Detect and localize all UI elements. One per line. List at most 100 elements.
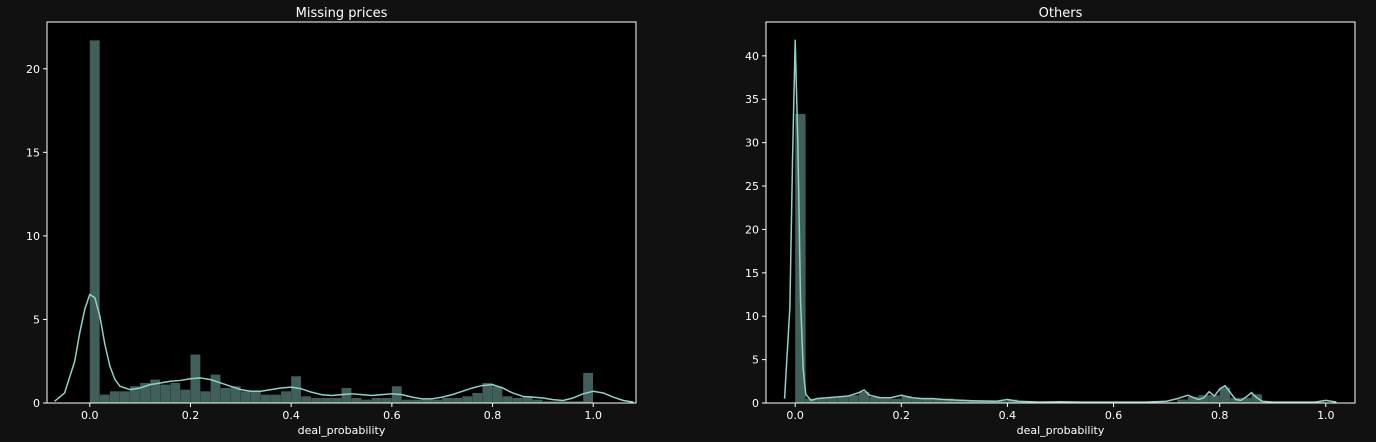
histogram-bar xyxy=(341,387,352,403)
histogram-bar xyxy=(301,396,312,403)
histogram-bar xyxy=(331,397,342,403)
histogram-bar xyxy=(200,391,211,403)
x-tick-label: 1.0 xyxy=(584,409,602,422)
chart-title: Missing prices xyxy=(296,6,388,21)
histogram-bar xyxy=(512,397,523,403)
axis-ticks: 0.0 0.2 0.4 0.6 0.8 1.0 0 5 10 15 20 xyxy=(26,63,602,422)
histogram-bar xyxy=(532,399,543,403)
y-tick-label: 10 xyxy=(26,230,40,243)
x-tick-label: 1.0 xyxy=(1317,409,1335,422)
histogram-bar xyxy=(170,382,181,403)
y-tick-label: 0 xyxy=(752,397,759,410)
histogram-bar xyxy=(827,397,838,403)
y-tick-label: 15 xyxy=(745,267,759,280)
histogram-bar xyxy=(442,397,453,403)
histogram-bar xyxy=(220,387,231,403)
histogram-bar xyxy=(1240,397,1252,403)
x-tick-label: 0.6 xyxy=(383,409,401,422)
y-tick-label: 20 xyxy=(745,223,759,236)
x-tick-label: 0.4 xyxy=(282,409,300,422)
chart-marks xyxy=(783,39,1337,403)
histogram-bar xyxy=(432,399,442,403)
histogram-bar xyxy=(401,399,412,403)
histogram-bar xyxy=(281,391,291,403)
histogram-bar xyxy=(922,397,933,403)
x-tick-label: 0.6 xyxy=(1105,409,1123,422)
kde-curve xyxy=(783,39,1337,403)
axes-frame xyxy=(46,21,637,404)
x-tick-label: 0.8 xyxy=(1211,409,1229,422)
histogram-bar xyxy=(89,40,100,403)
plot-area xyxy=(766,22,1355,403)
histogram-bar xyxy=(492,386,503,403)
histogram-bar xyxy=(911,398,923,403)
histogram-bar xyxy=(472,392,483,403)
histogram-bar xyxy=(99,394,110,403)
histogram-bar xyxy=(452,397,463,403)
y-tick-label: 5 xyxy=(752,354,759,367)
histogram-bar xyxy=(964,400,976,403)
chart-title: Others xyxy=(1039,6,1083,21)
histogram-bar xyxy=(837,396,849,403)
histogram-bar xyxy=(943,398,955,403)
histogram-bar xyxy=(816,398,827,403)
x-tick-label: 0.2 xyxy=(182,409,200,422)
histogram-bar xyxy=(482,382,493,403)
kde-curve xyxy=(54,293,634,403)
histogram-bar xyxy=(371,397,382,403)
histogram-bar xyxy=(880,398,891,403)
x-axis-label: deal_probability xyxy=(1017,424,1105,437)
histogram-bar xyxy=(130,386,140,403)
histogram-bar xyxy=(522,396,533,403)
plot-area xyxy=(47,22,636,403)
y-tick-label: 25 xyxy=(745,180,759,193)
histogram-bar xyxy=(381,397,392,403)
histogram-bar xyxy=(869,396,880,403)
histogram-bar xyxy=(583,372,594,403)
histogram-bar xyxy=(1187,396,1199,403)
y-tick-label: 15 xyxy=(26,146,40,159)
y-tick-label: 0 xyxy=(33,397,40,410)
histogram-bar xyxy=(552,401,563,403)
x-tick-label: 0.2 xyxy=(893,409,911,422)
x-tick-label: 0.8 xyxy=(484,409,502,422)
y-tick-label: 40 xyxy=(745,50,759,63)
histogram-bar xyxy=(901,396,912,403)
histogram-bar xyxy=(291,376,302,403)
histogram-bar xyxy=(890,398,902,403)
y-tick-label: 10 xyxy=(745,310,759,323)
histogram-bar xyxy=(180,389,191,403)
histogram-bar xyxy=(411,399,422,403)
axis-ticks: 0.0 0.2 0.4 0.6 0.8 1.0 0 5 10 15 20 25 30 35 40 xyxy=(745,50,1335,422)
histogram-bar xyxy=(119,391,130,403)
histogram-bar xyxy=(150,379,161,403)
histogram-bar xyxy=(240,391,251,403)
x-tick-label: 0.0 xyxy=(786,409,804,422)
x-tick-label: 0.0 xyxy=(81,409,99,422)
histogram-bar xyxy=(858,391,870,403)
histogram-bar xyxy=(351,397,362,403)
y-tick-label: 35 xyxy=(745,93,759,106)
histogram-bar xyxy=(109,391,120,403)
histogram-bar xyxy=(1219,387,1231,403)
y-tick-label: 5 xyxy=(33,313,40,326)
histogram-bar xyxy=(462,396,473,403)
others-panel: 0.0 0.2 0.4 0.6 0.8 1.0 0 5 10 15 20 25 30 35 40 Other… xyxy=(745,6,1356,437)
chart-marks xyxy=(54,40,634,403)
histogram-bar xyxy=(422,399,432,403)
x-tick-label: 0.4 xyxy=(999,409,1017,422)
histogram-bar xyxy=(1177,399,1188,403)
histogram-bar xyxy=(502,396,513,403)
histogram-bar xyxy=(1198,395,1209,403)
histogram-bar xyxy=(573,401,583,403)
histogram-bar xyxy=(361,399,372,403)
histogram-bar xyxy=(230,386,241,403)
histogram-bar xyxy=(542,401,553,403)
histogram-bar xyxy=(271,394,281,403)
histogram-bar xyxy=(321,397,332,403)
histogram-bar xyxy=(1251,394,1262,403)
histogram-bar xyxy=(1209,395,1220,403)
histogram-bar xyxy=(260,394,271,403)
histogram-bar xyxy=(160,384,171,403)
